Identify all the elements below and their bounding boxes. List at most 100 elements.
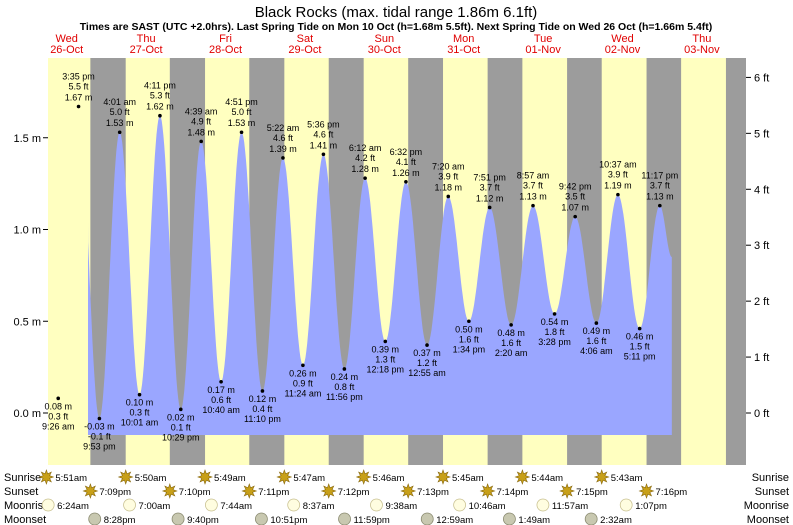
sunrise-time: 5:47am [293, 473, 325, 484]
high-tide-label: 6:32 pm4.1 ft1.26 m [390, 147, 422, 184]
sunrise-event: 5:49am [197, 469, 246, 485]
day-date: 01-Nov [525, 44, 561, 56]
low-tide-label: 0.46 m1.5 ft5:11 pm [624, 326, 656, 362]
tide-metres: 0.39 m [372, 344, 400, 354]
tide-metres: 1.41 m [310, 140, 338, 150]
tide-time: 7:20 am [432, 161, 465, 171]
tide-metres: 1.48 m [187, 127, 215, 137]
y-tick-label-ft: 3 ft [754, 240, 769, 252]
tide-point [531, 203, 535, 208]
moonrise-icon [619, 498, 633, 512]
moonset-time: 11:59pm [354, 515, 390, 525]
tide-time: 12:55 am [408, 368, 446, 378]
tide-time: 10:01 am [121, 418, 159, 428]
moonset-event: 2:32am [584, 512, 632, 525]
tide-time: 6:12 am [349, 143, 382, 153]
moonrise-icon [453, 498, 467, 512]
tide-feet: 0.9 ft [293, 378, 314, 388]
tide-point [301, 363, 305, 368]
moonset-icon [338, 512, 351, 525]
y-tick-label-m: 0.5 m [13, 316, 41, 328]
y-tick-label-m: 1.5 m [13, 133, 41, 145]
day-headers: Wed26-OctThu27-OctFri28-OctSat29-OctSun3… [50, 33, 720, 56]
sunrise-icon [514, 469, 531, 485]
tide-point [117, 130, 122, 135]
sunrise-time: 5:44am [531, 473, 563, 484]
moonset-icon [584, 512, 598, 525]
tide-time: 10:29 pm [162, 432, 200, 442]
tide-point [487, 205, 492, 210]
tide-time: 5:22 am [267, 123, 300, 133]
sunset-event: 7:13pm [400, 483, 449, 499]
moonrise-event: 1:07pm [619, 498, 667, 512]
high-tide-label: 3:35 pm5.5 ft1.67 m [62, 72, 95, 109]
moonset-icon [503, 512, 516, 525]
tide-time: 8:57 am [517, 171, 550, 181]
tide-feet: 0.6 ft [211, 395, 232, 405]
moonset-event: 1:49am [503, 512, 550, 525]
y-axis-metres: 0.0 m 0.5 m 1.0 m 1.5 m [13, 133, 48, 420]
tide-metres: 1.07 m [561, 203, 589, 213]
tide-feet: 4.6 ft [273, 133, 294, 143]
tide-point [342, 367, 347, 371]
sunrise-time: 5:45am [452, 473, 484, 484]
high-tide-label: 4:51 pm5.0 ft1.53 m [225, 97, 258, 135]
tide-point [239, 130, 244, 135]
tide-feet: 1.5 ft [630, 342, 651, 352]
moonset-time: 2:32am [600, 515, 632, 525]
tide-point [76, 104, 81, 109]
tide-feet: 4.6 ft [313, 129, 334, 139]
moonrise-event: 6:24am [41, 498, 89, 512]
sunset-icon [479, 483, 496, 499]
tide-metres: 0.49 m [583, 326, 611, 336]
tide-metres: 0.08 m [44, 401, 72, 411]
sunrise-icon [117, 469, 134, 485]
sunrise-row-label-right: Sunrise [752, 472, 789, 484]
sunset-row-label-right: Sunset [755, 486, 789, 498]
low-tide-label: 0.49 m1.6 ft4:06 am [580, 321, 613, 356]
tide-feet: 1.2 ft [417, 358, 438, 368]
tide-metres: 0.12 m [249, 394, 277, 404]
tide-point [97, 416, 102, 421]
tide-feet: 5.0 ft [232, 107, 253, 117]
tide-time: 10:37 am [599, 160, 637, 170]
tide-feet: 1.6 ft [586, 336, 607, 346]
y-tick-label-ft: 6 ft [754, 72, 769, 84]
moonrise-time: 11:57am [552, 501, 588, 512]
sunset-icon [400, 483, 417, 499]
moonrise-event: 7:44am [204, 498, 252, 512]
tide-time: 11:24 am [284, 388, 321, 398]
tide-feet: 1.3 ft [375, 354, 396, 364]
moonrise-event: 7:00am [123, 498, 171, 512]
moonrise-time: 10:46am [469, 501, 506, 512]
tide-time: 4:39 am [185, 106, 218, 116]
tide-time: 9:26 am [42, 421, 75, 431]
sunrise-event: 5:46am [355, 469, 404, 485]
sunrise-icon [593, 469, 610, 485]
tide-time: 5:11 pm [624, 352, 656, 362]
y-tick-label-ft: 4 ft [754, 184, 769, 196]
tide-feet: 0.3 ft [130, 408, 151, 418]
tide-time: 3:35 pm [62, 72, 95, 82]
tide-feet: 1.6 ft [459, 334, 480, 344]
moonrise-time: 7:00am [139, 501, 171, 512]
y-tick-label-ft: 0 ft [754, 408, 769, 420]
moonrise-icon [123, 498, 136, 512]
sunset-event: 7:10pm [161, 483, 211, 499]
moonset-icon [88, 512, 102, 525]
sunrise-time: 5:49am [214, 473, 246, 484]
sunset-event: 7:16pm [638, 483, 687, 499]
day-date: 29-Oct [288, 44, 321, 56]
high-tide-label: 4:39 am4.9 ft1.48 m [185, 106, 218, 144]
tide-metres: 1.67 m [65, 93, 93, 103]
high-tide-label: 9:42 pm3.5 ft1.07 m [559, 182, 591, 219]
low-tide-label: 0.48 m1.6 ft2:20 am [495, 323, 527, 358]
tide-time: 3:28 pm [538, 337, 571, 347]
tide-metres: 0.48 m [497, 328, 525, 338]
moonrise-row-label-left: Moonrise [4, 500, 49, 512]
tide-time: 4:11 pm [144, 81, 176, 91]
moonrise-time: 8:37am [303, 501, 335, 512]
